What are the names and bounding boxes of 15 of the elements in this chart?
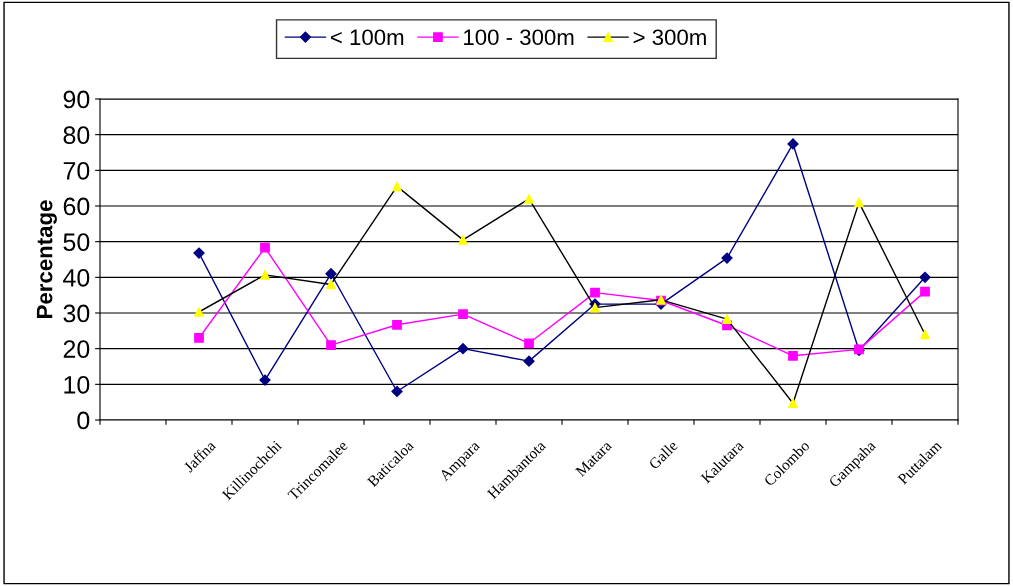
y-tick-label: 10 <box>64 375 90 394</box>
legend-label: 100 - 300m <box>464 29 574 46</box>
y-tick-label: 40 <box>63 268 90 287</box>
y-tick-label: 30 <box>63 304 90 323</box>
y-axis-title: Percentage <box>36 200 57 318</box>
y-tick-label: 0 <box>77 411 90 430</box>
legend-label: < 100m <box>330 29 404 46</box>
legend-label: > 300m <box>633 29 706 46</box>
y-tick-label: 20 <box>63 340 90 358</box>
y-tick-label: 70 <box>63 161 90 180</box>
y-tick-label: 80 <box>63 126 90 144</box>
y-tick-label: 50 <box>63 233 90 251</box>
x-tick-label: Galle <box>647 439 679 470</box>
y-tick-label: 90 <box>63 90 90 109</box>
y-tick-label: 60 <box>63 197 90 216</box>
